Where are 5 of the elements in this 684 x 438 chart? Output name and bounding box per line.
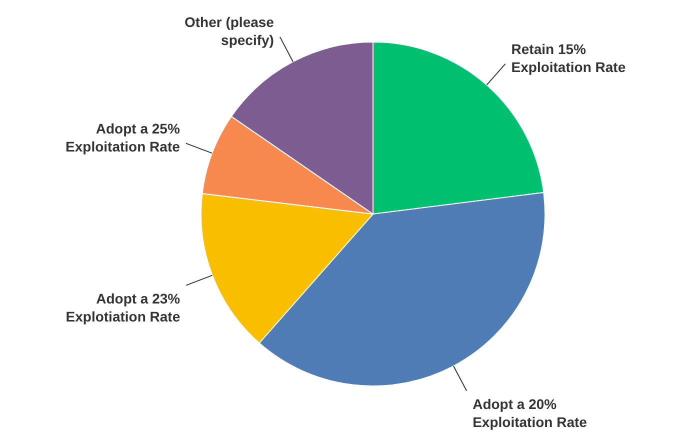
slice-label: Retain 15% Exploitation Rate	[511, 40, 626, 75]
slice-label: Adopt a 20% Exploitation Rate	[472, 396, 588, 430]
slice-label: Adopt a 25% Exploitation Rate	[66, 120, 180, 154]
slice-label: Other (please specify)	[184, 14, 274, 48]
slice-label: Adopt a 23% Explotiation Rate	[66, 290, 181, 324]
